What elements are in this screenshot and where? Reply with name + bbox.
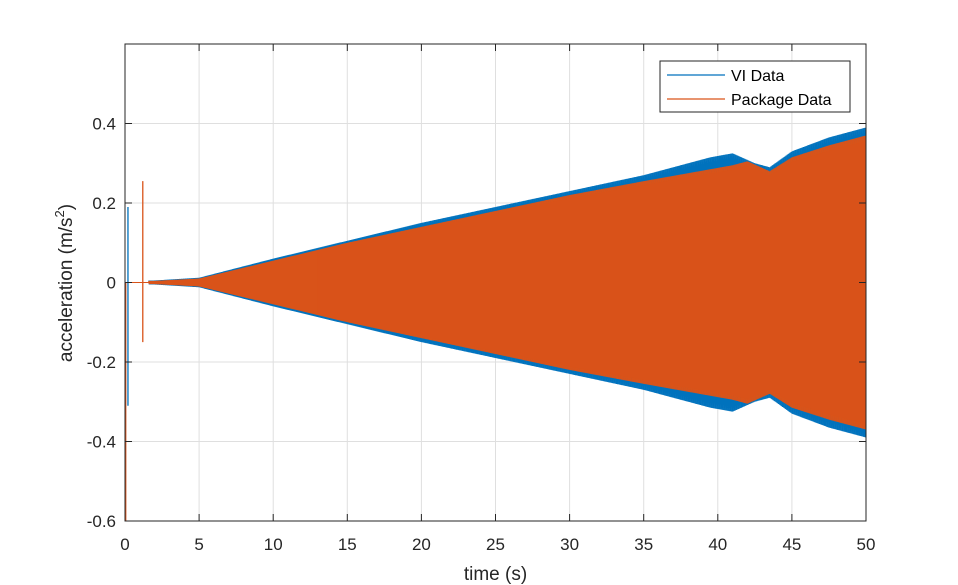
y-tick-label: -0.6 bbox=[87, 512, 116, 531]
y-tick-labels: -0.6 -0.4 -0.2 0 0.2 0.4 bbox=[87, 115, 116, 532]
y-tick-label: 0 bbox=[107, 274, 116, 293]
plot-area bbox=[124, 43, 867, 522]
legend-box bbox=[659, 60, 851, 113]
y-axis-label-close: ) bbox=[56, 204, 77, 210]
series-layer bbox=[125, 127, 867, 521]
y-tick-label: -0.2 bbox=[87, 353, 116, 372]
x-axis-label: time (s) bbox=[464, 564, 527, 585]
series-envelope-band bbox=[317, 141, 866, 424]
x-tick-label: 30 bbox=[560, 535, 579, 554]
y-axis-label-superscript: 2 bbox=[52, 210, 67, 217]
y-axis-label: acceleration (m/s2) bbox=[52, 204, 77, 362]
y-axis-label-main: acceleration (m/s bbox=[56, 217, 77, 362]
x-tick-label: 5 bbox=[194, 535, 203, 554]
x-tick-label: 20 bbox=[412, 535, 431, 554]
axis-ticks bbox=[124, 44, 867, 522]
x-tick-label: 25 bbox=[486, 535, 505, 554]
legend-label-package-data: Package Data bbox=[731, 92, 832, 109]
y-tick-label: -0.4 bbox=[87, 433, 116, 452]
series-package-data bbox=[125, 135, 867, 521]
legend: VI Data Package Data bbox=[659, 60, 851, 113]
y-tick-label: 0.2 bbox=[92, 194, 116, 213]
y-tick-label: 0.4 bbox=[92, 115, 116, 134]
x-tick-label: 45 bbox=[782, 535, 801, 554]
legend-label-vi-data: VI Data bbox=[731, 68, 784, 85]
x-tick-label: 15 bbox=[338, 535, 357, 554]
x-tick-label: 0 bbox=[120, 535, 129, 554]
x-tick-label: 40 bbox=[708, 535, 727, 554]
x-tick-label: 10 bbox=[264, 535, 283, 554]
x-tick-label: 35 bbox=[634, 535, 653, 554]
x-tick-label: 50 bbox=[857, 535, 876, 554]
x-tick-labels: 0 5 10 15 20 25 30 35 40 45 50 bbox=[120, 535, 875, 554]
